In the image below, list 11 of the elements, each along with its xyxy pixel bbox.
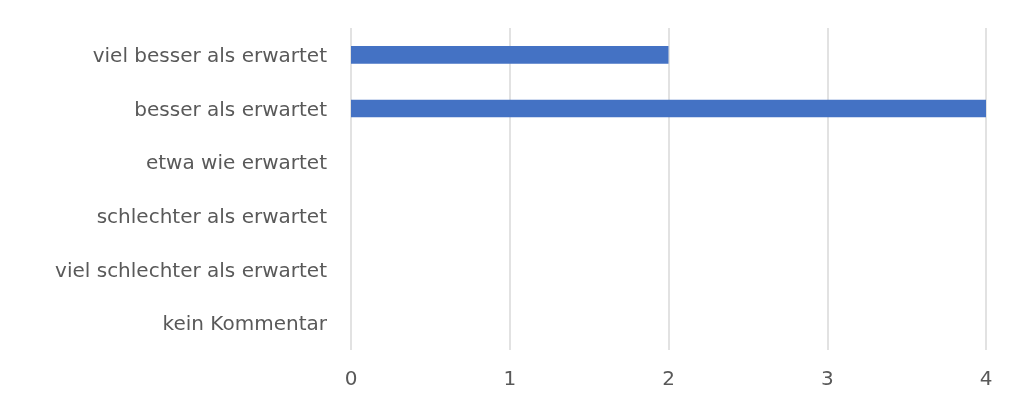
y-tick-label: kein Kommentar xyxy=(162,311,328,336)
x-tick-label: 4 xyxy=(979,366,993,390)
x-tick-label: 2 xyxy=(662,366,675,390)
y-tick-label: viel schlechter als erwartet xyxy=(55,257,328,282)
y-tick-label: etwa wie erwartet xyxy=(145,150,328,175)
y-tick-label: besser als erwartet xyxy=(134,96,328,121)
x-tick-label: 0 xyxy=(344,366,358,390)
y-tick-label: viel besser als erwartet xyxy=(92,42,328,67)
x-tick-label: 1 xyxy=(503,366,517,390)
y-tick-label: schlechter als erwartet xyxy=(96,203,328,228)
x-tick-label: 3 xyxy=(820,366,834,390)
